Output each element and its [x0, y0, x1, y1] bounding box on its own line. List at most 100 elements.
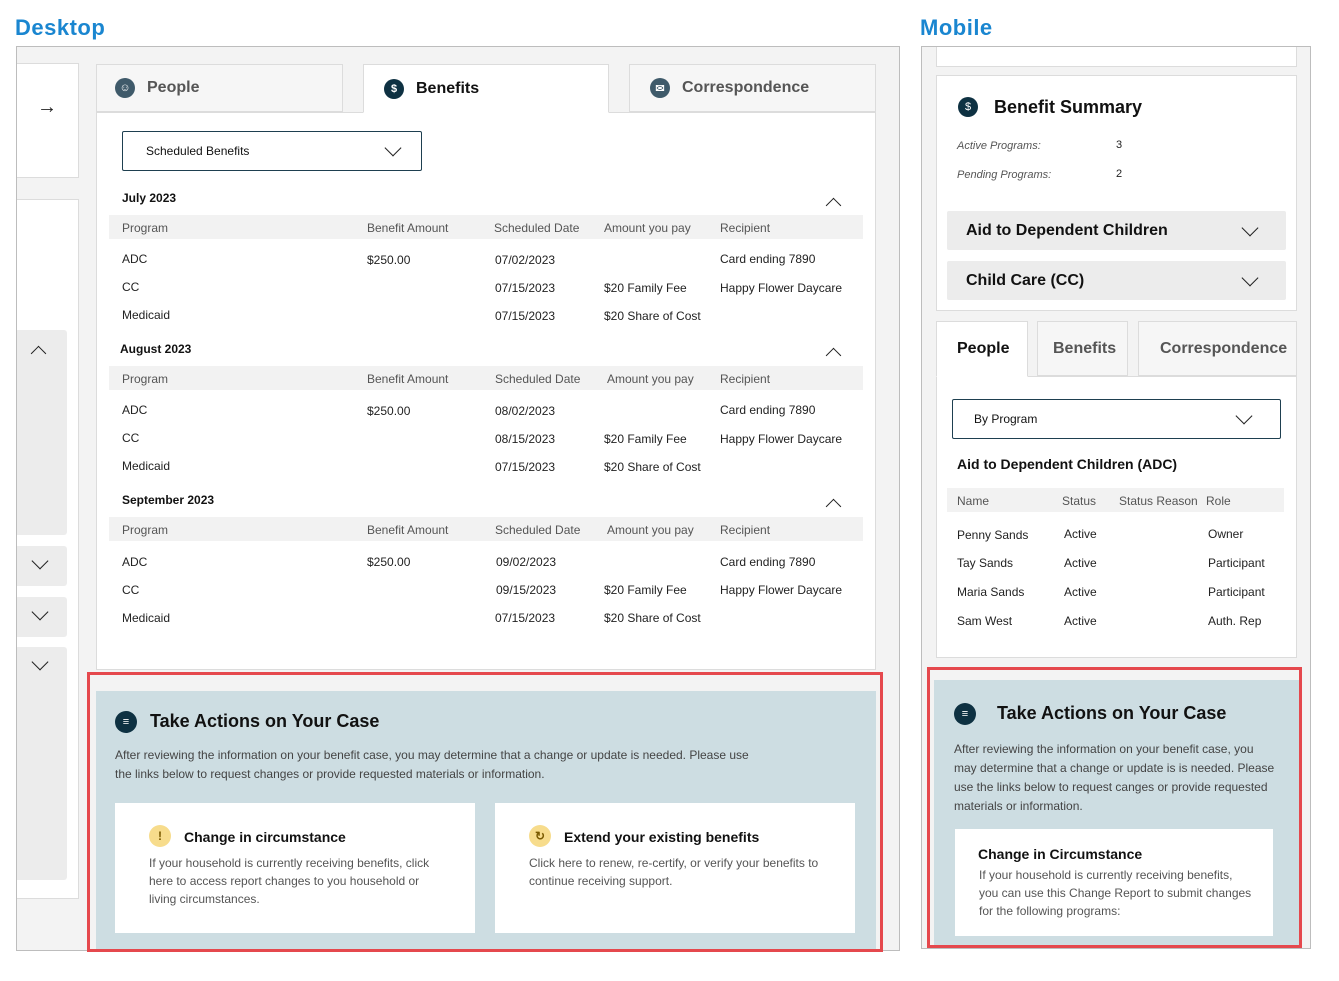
extend-benefits-card[interactable]: ↻ Extend your existing benefits Click he…	[495, 803, 855, 933]
column-header: Recipient	[720, 372, 771, 386]
people-icon: ☺	[115, 78, 135, 98]
cell-status: Active	[1064, 585, 1097, 599]
cell-name: Tay Sands	[957, 556, 1014, 570]
column-header: Program	[122, 372, 169, 386]
month-title: September 2023	[122, 493, 215, 507]
tab-label: Benefits	[416, 79, 480, 97]
desktop-heading: Desktop	[15, 15, 106, 40]
table-header: Program Benefit Amount Scheduled Date Am…	[109, 215, 863, 239]
cell-date: 08/02/2023	[495, 404, 556, 418]
take-actions-title: Take Actions on Your Case	[150, 711, 380, 731]
month-title: August 2023	[120, 342, 192, 356]
column-header: Amount you pay	[607, 523, 694, 537]
sidebar-accordion[interactable]	[17, 597, 67, 637]
mobile-frame: $ Benefit Summary Active Programs: 3 Pen…	[921, 46, 1311, 949]
pending-programs-label: Pending Programs:	[957, 169, 1052, 181]
mobile-heading: Mobile	[920, 15, 993, 40]
column-header: Status Reason	[1119, 494, 1198, 508]
table-header: Program Benefit Amount Scheduled Date Am…	[109, 366, 863, 390]
chevron-down-icon	[1241, 269, 1259, 286]
column-header: Recipient	[720, 221, 771, 235]
take-actions-panel: ≡ Take Actions on Your Case After review…	[96, 691, 876, 950]
cell-program: CC	[122, 431, 140, 445]
cell-pay: $20 Family Fee	[604, 281, 687, 295]
tab-correspondence[interactable]: ✉ Correspondence	[629, 64, 876, 112]
column-header: Amount you pay	[604, 221, 691, 235]
card-title: Extend your existing benefits	[564, 829, 760, 845]
tab-benefits[interactable]: $ Benefits	[363, 64, 609, 113]
column-header: Benefit Amount	[367, 523, 449, 537]
benefits-panel: Scheduled Benefits July 2023 Program Ben…	[96, 112, 876, 670]
cell-name: Maria Sands	[957, 585, 1025, 599]
accordion-child-care[interactable]: Child Care (CC)	[947, 261, 1286, 300]
cell-recipient: Card ending 7890	[720, 252, 816, 266]
column-header: Benefit Amount	[367, 372, 449, 386]
sliders-icon: ≡	[954, 703, 976, 725]
card-line: If your household is currently receiving…	[149, 856, 430, 870]
sidebar-accordion[interactable]	[17, 647, 67, 880]
mail-icon: ✉	[650, 78, 670, 98]
column-header: Scheduled Date	[494, 221, 580, 235]
sliders-icon: ≡	[115, 711, 137, 733]
arrow-right-icon[interactable]: →	[37, 96, 57, 118]
column-header: Name	[957, 494, 990, 508]
cell-program: Medicaid	[122, 611, 171, 625]
take-actions-panel: ≡ Take Actions on Your Case After review…	[934, 680, 1299, 948]
tab-benefits[interactable]: Benefits	[1037, 321, 1128, 376]
column-header: Status	[1062, 494, 1097, 508]
cell-date: 07/15/2023	[495, 309, 556, 323]
chevron-down-icon	[384, 139, 402, 157]
card-title: Change in circumstance	[184, 829, 346, 845]
program-dropdown[interactable]: By Program	[952, 399, 1281, 439]
cell-role: Participant	[1208, 585, 1265, 599]
change-circumstance-card[interactable]: Change in Circumstance If your household…	[955, 829, 1273, 936]
description-line: use the links below to request canges or…	[954, 780, 1268, 794]
tab-label: People	[147, 79, 200, 96]
cell-amount: $250.00	[367, 253, 411, 267]
description-line: After reviewing the information on your …	[954, 742, 1254, 756]
summary-title: Benefit Summary	[994, 97, 1143, 117]
tab-label: Correspondence	[682, 79, 810, 96]
schedule-dropdown[interactable]: Scheduled Benefits	[122, 131, 422, 171]
chevron-down-icon	[1241, 219, 1259, 236]
column-header: Recipient	[720, 523, 771, 537]
change-circumstance-card[interactable]: ! Change in circumstance If your househo…	[115, 803, 475, 933]
chevron-down-icon	[31, 603, 49, 621]
card-line: continue receiving support.	[529, 874, 673, 888]
cell-role: Auth. Rep	[1208, 614, 1262, 628]
chevron-up-icon[interactable]	[30, 345, 47, 362]
sidebar-accordion[interactable]	[17, 546, 67, 586]
dollar-icon: $	[958, 97, 978, 117]
tab-people[interactable]: People	[936, 321, 1028, 377]
column-header: Benefit Amount	[367, 221, 449, 235]
dropdown-value: By Program	[974, 412, 1038, 426]
cell-program: ADC	[122, 403, 148, 417]
column-header: Scheduled Date	[495, 523, 581, 537]
tab-people[interactable]: ☺ People	[96, 64, 343, 112]
cell-status: Active	[1064, 527, 1097, 541]
month-title: July 2023	[122, 191, 177, 205]
benefit-summary-card: $ Benefit Summary Active Programs: 3 Pen…	[936, 75, 1297, 311]
chevron-up-icon[interactable]	[825, 197, 842, 214]
cell-name: Penny Sands	[957, 528, 1029, 542]
card-line: living circumstances.	[149, 892, 260, 906]
chevron-up-icon[interactable]	[825, 347, 842, 364]
cell-date: 08/15/2023	[495, 432, 556, 446]
cell-pay: $20 Share of Cost	[604, 309, 701, 323]
take-actions-description: After reviewing the information on your …	[954, 740, 1289, 816]
pending-programs-value: 2	[1116, 168, 1123, 180]
cell-pay: $20 Share of Cost	[604, 611, 701, 625]
table-header: Program Benefit Amount Scheduled Date Am…	[109, 517, 863, 541]
active-programs-label: Active Programs:	[957, 140, 1041, 152]
tab-correspondence[interactable]: Correspondence	[1138, 321, 1297, 376]
cell-recipient: Card ending 7890	[720, 555, 816, 569]
cell-program: CC	[122, 583, 140, 597]
cell-role: Participant	[1208, 556, 1265, 570]
cell-recipient: Happy Flower Daycare	[720, 281, 843, 295]
chevron-up-icon[interactable]	[825, 498, 842, 515]
column-header: Amount you pay	[607, 372, 694, 386]
take-actions-title: Take Actions on Your Case	[997, 703, 1227, 723]
cell-pay: $20 Share of Cost	[604, 460, 701, 474]
accordion-adc[interactable]: Aid to Dependent Children	[947, 211, 1286, 250]
cell-amount: $250.00	[367, 404, 411, 418]
